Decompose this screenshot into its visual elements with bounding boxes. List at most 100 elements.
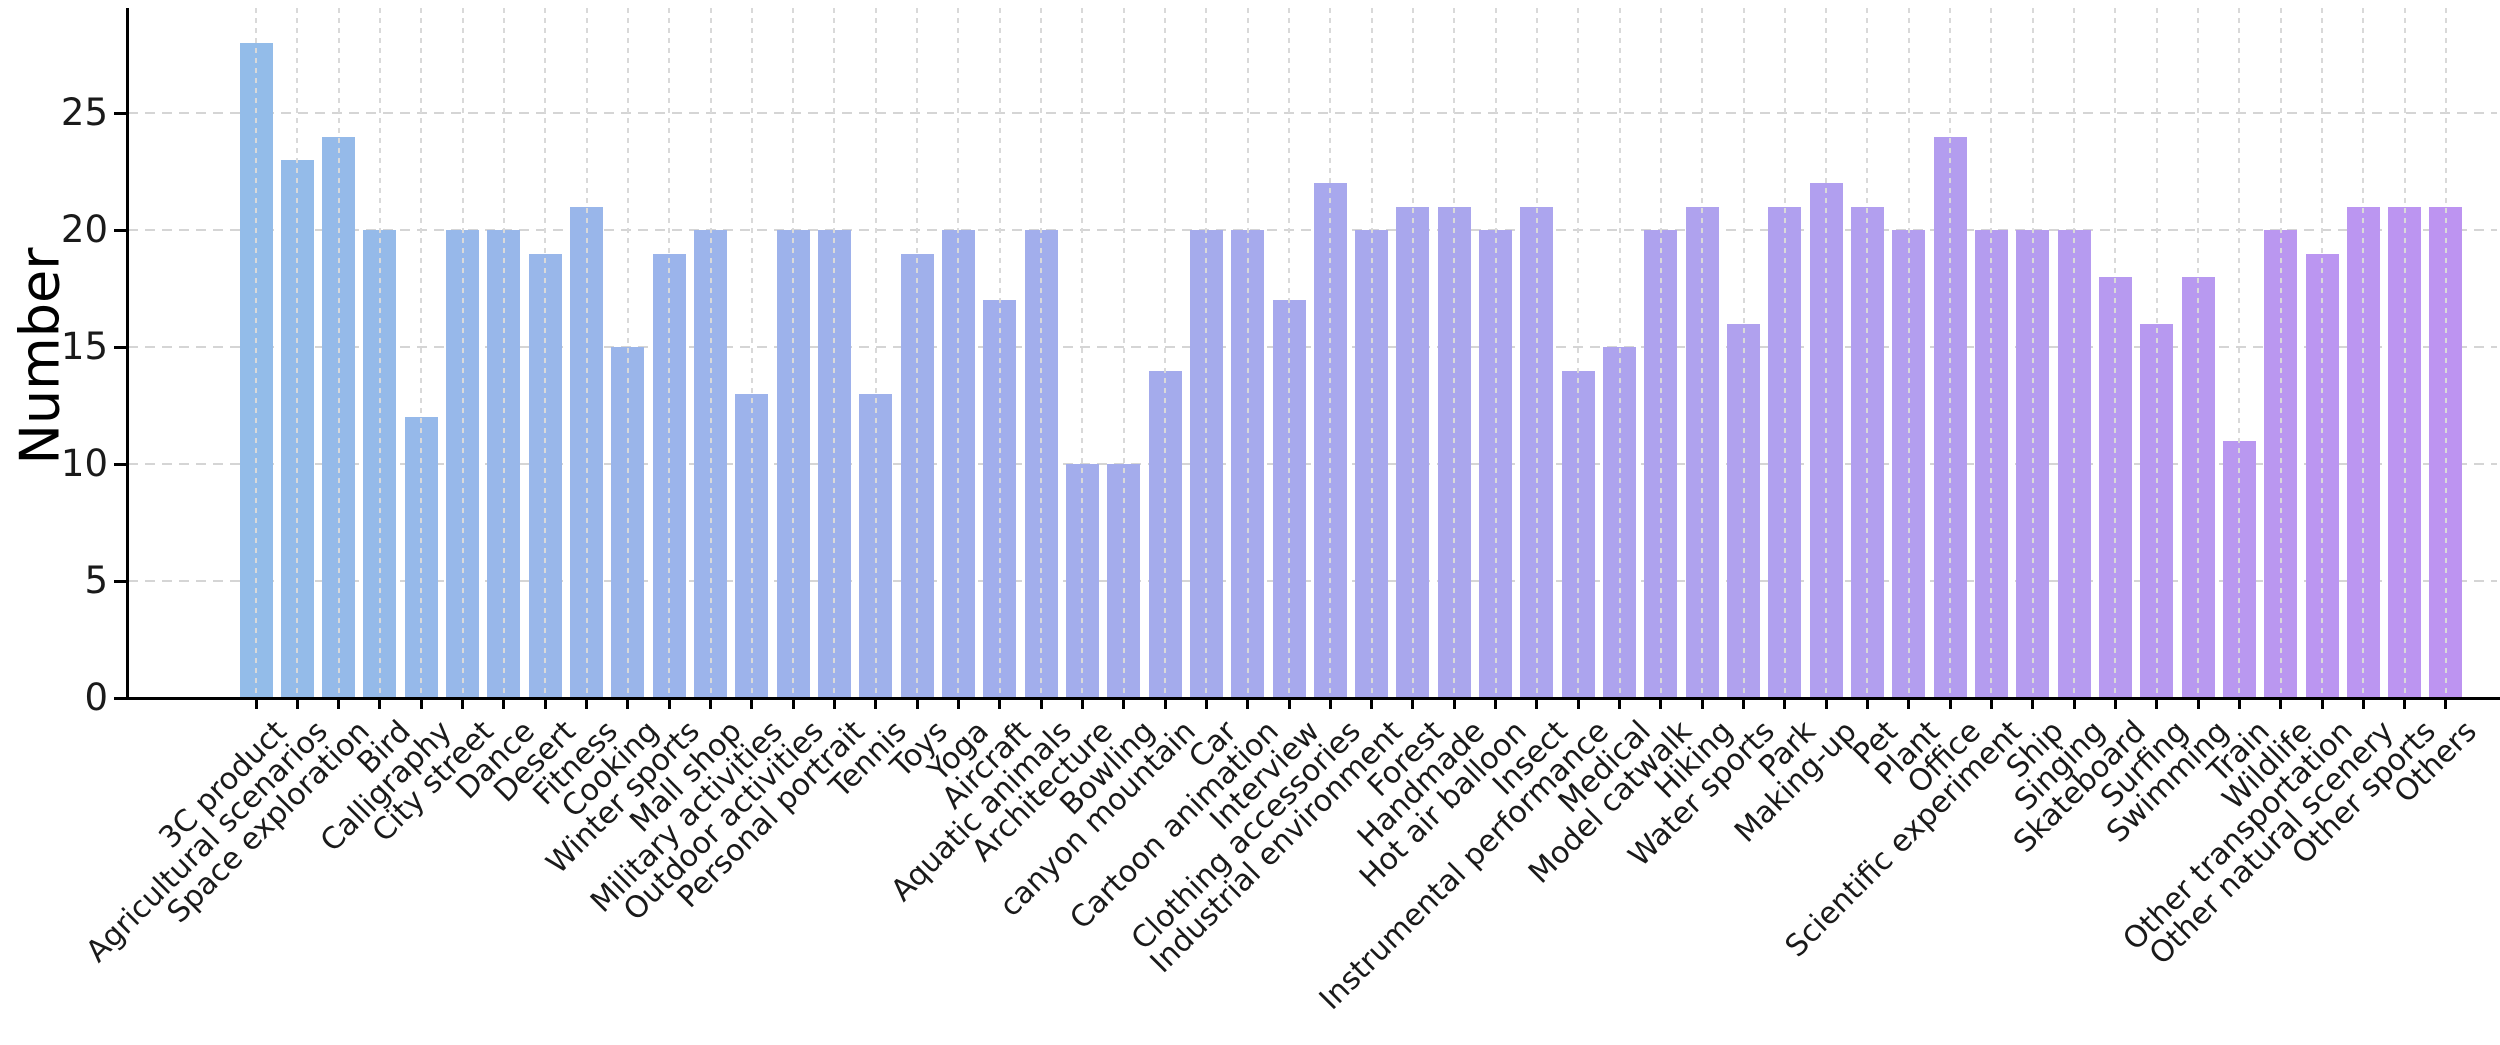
- x-tick: [1865, 698, 1869, 709]
- x-tick: [2113, 698, 2117, 709]
- y-gridline: [128, 346, 2497, 349]
- x-tick: [667, 698, 671, 709]
- x-tick: [2155, 698, 2159, 709]
- x-gridline: [1701, 8, 1704, 698]
- x-tick: [2320, 698, 2324, 709]
- x-gridline: [1783, 8, 1786, 698]
- x-tick: [1535, 698, 1539, 709]
- x-tick: [254, 698, 258, 709]
- x-gridline: [1949, 8, 1952, 698]
- y-gridline: [128, 229, 2497, 232]
- x-tick: [1824, 698, 1828, 709]
- x-tick: [502, 698, 506, 709]
- x-tick: [874, 698, 878, 709]
- x-tick: [956, 698, 960, 709]
- x-tick: [1742, 698, 1746, 709]
- x-gridline: [1288, 8, 1290, 698]
- x-gridline: [337, 8, 340, 698]
- x-tick: [2237, 698, 2241, 709]
- x-gridline: [2155, 8, 2158, 698]
- x-tick: [1783, 698, 1787, 709]
- x-tick: [1122, 698, 1126, 709]
- x-tick: [378, 698, 382, 709]
- y-tick: [114, 228, 128, 232]
- x-gridline: [1866, 8, 1869, 698]
- x-gridline: [1618, 8, 1621, 698]
- x-tick: [1907, 698, 1911, 709]
- x-gridline: [1370, 8, 1373, 698]
- y-tick-label: 20: [60, 208, 108, 252]
- x-tick: [1287, 698, 1291, 709]
- x-gridline: [1122, 8, 1125, 698]
- y-tick: [114, 696, 128, 700]
- y-tick-label: 10: [60, 442, 108, 486]
- x-tick: [750, 698, 754, 709]
- x-gridline: [1040, 8, 1043, 698]
- y-tick: [114, 345, 128, 349]
- x-gridline: [792, 8, 795, 698]
- x-tick: [1494, 698, 1498, 709]
- x-gridline: [1577, 8, 1580, 698]
- x-tick: [1411, 698, 1415, 709]
- x-tick: [2072, 698, 2076, 709]
- x-tick: [1246, 698, 1250, 709]
- x-tick: [1576, 698, 1580, 709]
- x-gridline: [957, 8, 960, 698]
- y-tick: [114, 579, 128, 583]
- y-tick-label: 25: [60, 91, 108, 135]
- x-gridline: [1453, 8, 1456, 698]
- y-tick: [114, 111, 128, 115]
- x-tick: [915, 698, 919, 709]
- x-gridline: [544, 8, 547, 698]
- x-tick: [791, 698, 795, 709]
- x-gridline: [255, 8, 257, 698]
- x-gridline: [874, 8, 877, 698]
- y-tick: [114, 462, 128, 466]
- x-gridline: [1411, 8, 1414, 698]
- x-gridline: [916, 8, 919, 698]
- x-gridline: [502, 8, 505, 698]
- x-gridline: [2321, 8, 2323, 698]
- x-tick: [2361, 698, 2365, 709]
- x-tick: [626, 698, 630, 709]
- x-tick: [1452, 698, 1456, 709]
- x-gridline: [1742, 8, 1745, 698]
- x-tick: [337, 698, 341, 709]
- x-tick: [1659, 698, 1663, 709]
- x-tick: [2196, 698, 2200, 709]
- x-gridline: [2444, 8, 2447, 698]
- x-gridline: [2238, 8, 2241, 698]
- x-gridline: [585, 8, 588, 698]
- x-gridline: [2114, 8, 2117, 698]
- x-tick: [461, 698, 465, 709]
- x-gridline: [1081, 8, 1084, 698]
- y-tick-label: 5: [84, 559, 108, 603]
- x-tick: [1948, 698, 1952, 709]
- x-tick: [709, 698, 713, 709]
- y-tick-label: 0: [84, 676, 108, 719]
- x-gridline: [1907, 8, 1910, 698]
- x-gridline: [709, 8, 712, 698]
- x-gridline: [1205, 8, 1208, 698]
- x-tick: [1204, 698, 1208, 709]
- x-tick: [832, 698, 836, 709]
- x-gridline: [668, 8, 671, 698]
- x-tick: [2403, 698, 2407, 709]
- x-tick: [2279, 698, 2283, 709]
- y-gridline: [128, 463, 2497, 466]
- x-gridline: [1535, 8, 1538, 698]
- x-gridline: [2279, 8, 2282, 698]
- x-gridline: [296, 8, 299, 698]
- y-axis-line: [126, 8, 129, 700]
- x-tick: [1618, 698, 1622, 709]
- x-tick: [1328, 698, 1332, 709]
- x-gridline: [626, 8, 629, 698]
- x-gridline: [2197, 8, 2200, 698]
- x-tick: [419, 698, 423, 709]
- x-tick-label: Agricultural scenarios: [79, 714, 336, 970]
- x-tick: [1080, 698, 1084, 709]
- y-gridline: [128, 580, 2497, 583]
- x-gridline: [2403, 8, 2406, 698]
- x-gridline: [378, 8, 381, 698]
- x-gridline: [1990, 8, 1993, 698]
